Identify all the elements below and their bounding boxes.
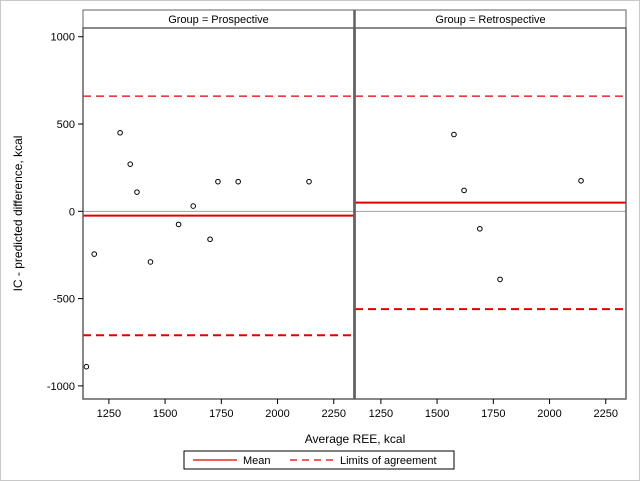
panel-frame-1 [82, 27, 355, 400]
data-point-1-1 [83, 363, 90, 370]
x-tick-label-2-1500: 1500 [425, 408, 449, 420]
x-tick-label-2-1750: 1750 [481, 408, 505, 420]
data-point-1-7 [175, 221, 182, 228]
x-tick-label-1-1750: 1750 [209, 408, 233, 420]
legend-label-mean: Mean [243, 455, 271, 467]
panel-title-2: Group = Retrospective [435, 14, 545, 26]
data-point-1-12 [306, 178, 312, 185]
data-point-1-4 [127, 161, 134, 167]
y-axis-label: IC - predicted difference, kcal [11, 136, 25, 292]
data-point-2-1 [451, 131, 457, 138]
x-tick-label-2-2250: 2250 [594, 408, 618, 420]
legend-label-limits: Limits of agreement [340, 455, 437, 467]
panel-frame-2 [354, 27, 627, 400]
x-tick-label-1-2250: 2250 [322, 408, 346, 420]
panel-title-1: Group = Prospective [168, 14, 269, 26]
data-point-1-2 [91, 251, 98, 257]
x-axis-label: Average REE, kcal [305, 432, 406, 446]
data-point-1-8 [190, 203, 196, 209]
data-point-1-9 [207, 236, 213, 243]
data-point-1-10 [215, 178, 221, 185]
data-point-1-3 [117, 129, 123, 136]
y-tick-label-1000: 1000 [51, 32, 75, 44]
y-tick-label--500: -500 [53, 294, 75, 306]
data-point-2-5 [578, 177, 584, 184]
data-point-1-6 [147, 259, 154, 265]
data-point-1-11 [235, 178, 241, 185]
y-tick-label-500: 500 [57, 119, 75, 131]
x-tick-label-1-1250: 1250 [97, 408, 121, 420]
data-point-1-5 [134, 189, 140, 195]
x-tick-label-1-1500: 1500 [153, 408, 177, 420]
data-point-2-2 [461, 187, 467, 194]
y-tick-label--1000: -1000 [47, 381, 75, 393]
y-tick-label-0: 0 [69, 206, 75, 218]
data-point-2-4 [497, 276, 503, 283]
data-point-2-3 [477, 225, 483, 232]
x-tick-label-1-2000: 2000 [265, 408, 289, 420]
x-tick-label-2-1250: 1250 [369, 408, 393, 420]
x-tick-label-2-2000: 2000 [537, 408, 561, 420]
